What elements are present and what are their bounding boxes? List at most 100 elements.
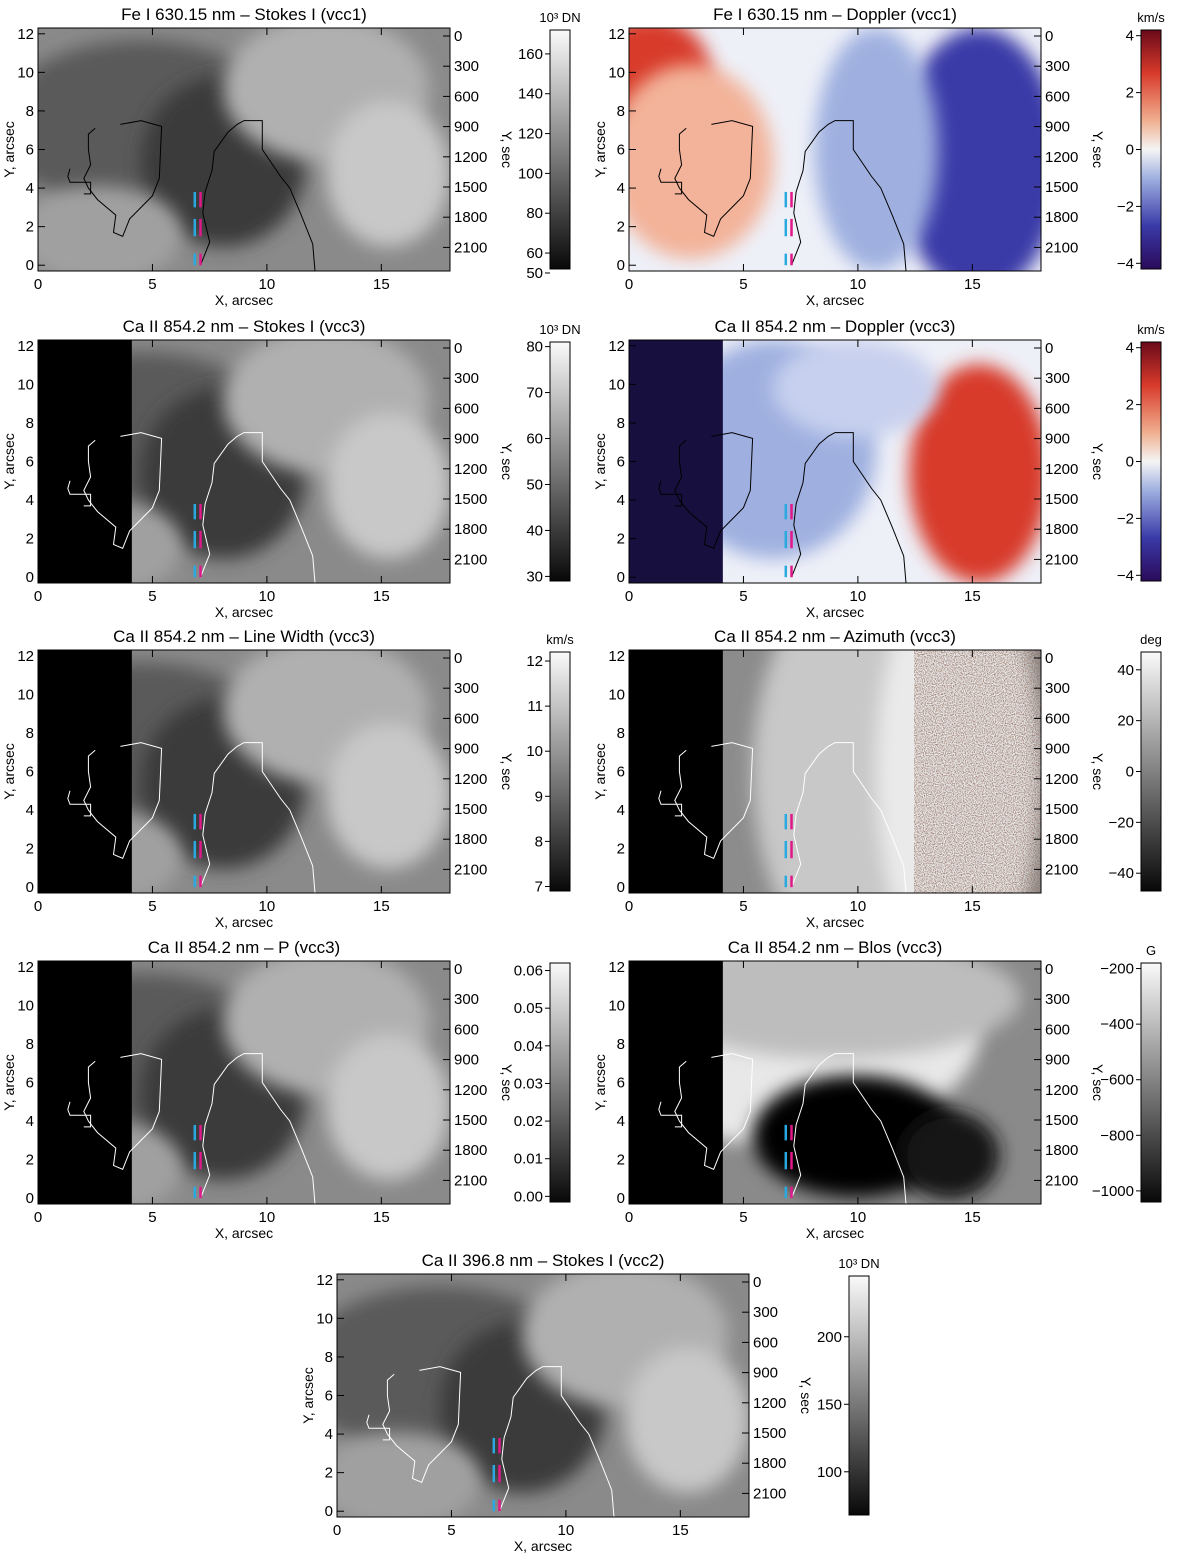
colorbar	[549, 962, 571, 1203]
x-axis-label: X, arcsec	[806, 604, 864, 620]
y2-axis-label: Y, sec	[1090, 1064, 1106, 1101]
y-tick-label: 8	[617, 415, 625, 432]
map-feature	[326, 412, 450, 559]
colorbar-tick-label: 0.00	[514, 1188, 543, 1205]
y-tick-label: 2	[617, 531, 625, 548]
y-tick-label: 10	[17, 686, 34, 703]
y2-axis-label: Y, sec	[1090, 753, 1106, 790]
colorbar-tick-label: −800	[1100, 1127, 1134, 1144]
panel-3: Ca II 854.2 nm – Stokes I (vcc3) 0 5 10 15 X,…	[1, 317, 581, 620]
colorbar-tick-label: 140	[518, 86, 543, 103]
contour-line	[83, 742, 163, 859]
map-feature	[649, 961, 1021, 1059]
x-tick-label: 0	[625, 898, 633, 915]
map-image	[38, 340, 450, 583]
x-tick-label: 0	[34, 898, 42, 915]
y-tick-label: 2	[26, 1152, 34, 1169]
colorbar-tick-label: 0	[1126, 454, 1134, 471]
colorbar-tick-label: 4	[1126, 28, 1134, 45]
x-tick-label: 5	[739, 588, 747, 605]
x-tick-label: 0	[34, 1209, 42, 1226]
y-tick-label: 4	[26, 180, 34, 197]
colorbar-tick-label: 0	[1126, 764, 1134, 781]
x-tick-label: 10	[259, 276, 276, 293]
y2-tick-label: 1500	[1045, 491, 1078, 508]
y2-tick-label: 300	[454, 680, 479, 697]
y-tick-label: 6	[617, 454, 625, 471]
contour-line	[658, 1101, 683, 1128]
y2-tick-label: 900	[1045, 431, 1070, 448]
y-tick-label: 8	[26, 1036, 34, 1053]
x-axis-label: X, arcsec	[215, 292, 273, 308]
panel-title: Ca II 854.2 nm – Line Width (vcc3)	[113, 627, 375, 646]
y-tick-label: 2	[617, 841, 625, 858]
y2-tick-label: 300	[1045, 991, 1070, 1008]
y-axis-label: Y, arcsec	[592, 433, 608, 490]
y2-tick-label: 900	[454, 119, 479, 136]
y-tick-label: 4	[26, 1113, 34, 1130]
x-tick-label: 5	[148, 588, 156, 605]
contour-line	[791, 432, 907, 583]
masked-region	[629, 650, 723, 893]
y2-tick-label: 1200	[454, 461, 487, 478]
contour-line	[658, 790, 683, 817]
y2-tick-label: 1200	[1045, 461, 1078, 478]
x-tick-label: 10	[259, 588, 276, 605]
y-tick-label: 8	[617, 725, 625, 742]
contour-line	[67, 790, 92, 817]
y2-tick-label: 1500	[1045, 1112, 1078, 1129]
y2-tick-label: 2100	[454, 239, 487, 256]
colorbar-unit-label: 10³ DN	[838, 1256, 879, 1271]
y2-tick-label: 900	[454, 1052, 479, 1069]
panel-8: Ca II 854.2 nm – Blos (vcc3) 0 5 10 15 X, arc…	[592, 938, 1162, 1241]
y2-tick-label: 1200	[1045, 1082, 1078, 1099]
colorbar-tick-label: −600	[1100, 1072, 1134, 1089]
colorbar-tick-label: −40	[1109, 865, 1134, 882]
y2-tick-label: 2100	[1045, 861, 1078, 878]
colorbar	[549, 341, 571, 582]
y2-tick-label: 1500	[753, 1425, 786, 1442]
map-feature	[38, 185, 183, 271]
y2-axis-label: Y, sec	[1090, 131, 1106, 168]
contour-line	[200, 1053, 316, 1204]
colorbar-tick-label: −1000	[1092, 1183, 1134, 1200]
y-tick-label: 4	[617, 802, 625, 819]
y-tick-label: 4	[325, 1426, 333, 1443]
x-tick-label: 0	[625, 1209, 633, 1226]
contour-line	[499, 1366, 615, 1517]
x-tick-label: 15	[373, 276, 390, 293]
colorbar-tick-label: 7	[535, 878, 543, 895]
y-tick-label: 2	[26, 219, 34, 236]
x-tick-label: 5	[447, 1522, 455, 1539]
colorbar-tick-label: −400	[1100, 1016, 1134, 1033]
colorbar-tick-label: −2	[1117, 510, 1134, 527]
x-tick-label: 5	[148, 1209, 156, 1226]
colorbar-tick-label: −2	[1117, 198, 1134, 215]
y2-tick-label: 1500	[454, 801, 487, 818]
x-tick-label: 0	[625, 276, 633, 293]
y-tick-label: 0	[26, 879, 34, 896]
colorbar-tick-label: 60	[526, 431, 543, 448]
colorbar-tick-label: −4	[1117, 255, 1134, 272]
y-tick-label: 6	[26, 454, 34, 471]
y2-tick-label: 600	[454, 1021, 479, 1038]
x-tick-label: 15	[672, 1522, 689, 1539]
y2-axis-label: Y, sec	[499, 443, 515, 480]
y2-tick-label: 1500	[1045, 801, 1078, 818]
y2-tick-label: 600	[1045, 710, 1070, 727]
y2-tick-label: 1500	[1045, 179, 1078, 196]
y-tick-label: 6	[617, 764, 625, 781]
y-tick-label: 8	[325, 1349, 333, 1366]
colorbar-tick-label: 8	[535, 833, 543, 850]
map-feature	[326, 100, 450, 247]
x-tick-label: 10	[558, 1522, 575, 1539]
colorbar-tick-label: 60	[526, 245, 543, 262]
y2-tick-label: 300	[1045, 370, 1070, 387]
colorbar-tick-label: −20	[1109, 814, 1134, 831]
y-tick-label: 0	[26, 569, 34, 586]
x-axis-label: X, arcsec	[514, 1538, 572, 1554]
y2-tick-label: 2100	[454, 861, 487, 878]
x-tick-label: 10	[850, 898, 867, 915]
y2-tick-label: 1800	[454, 209, 487, 226]
y2-tick-label: 1200	[454, 149, 487, 166]
